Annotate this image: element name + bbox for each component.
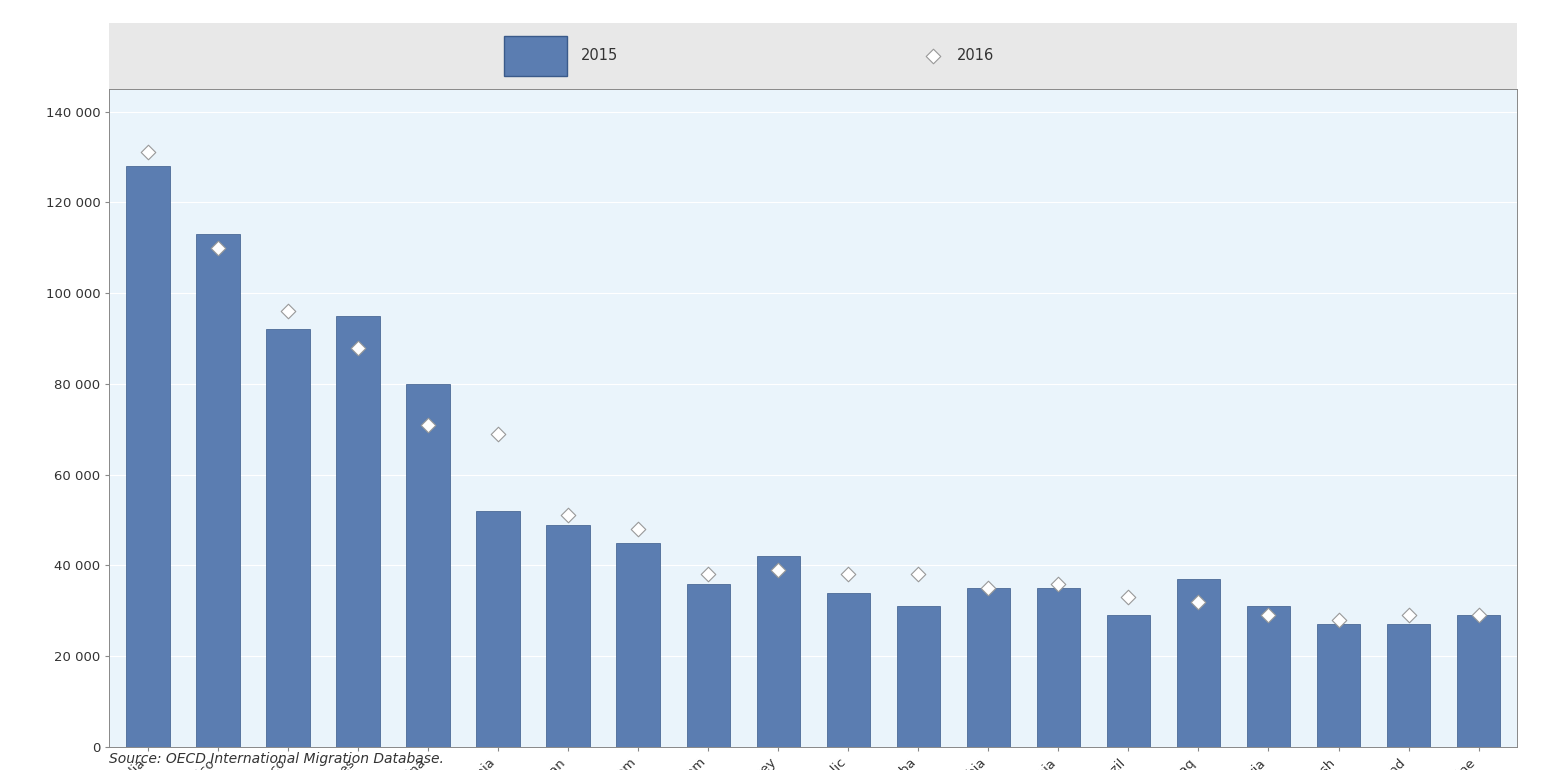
Text: 2016: 2016 — [957, 49, 995, 63]
Point — [835, 568, 860, 581]
Point — [1115, 591, 1140, 604]
Point — [416, 419, 441, 431]
Point — [555, 509, 580, 521]
Point — [1186, 595, 1211, 608]
Point — [346, 341, 371, 353]
Point — [766, 564, 791, 576]
Bar — [896, 606, 940, 747]
Text: Source: OECD International Migration Database.: Source: OECD International Migration Dat… — [109, 752, 444, 766]
Point — [920, 50, 945, 62]
Bar — [1317, 624, 1361, 747]
Bar — [616, 543, 660, 747]
Point — [1326, 614, 1351, 626]
Bar — [967, 588, 1010, 747]
Bar — [1387, 624, 1429, 747]
Bar — [687, 584, 730, 747]
Point — [626, 523, 651, 535]
Point — [1256, 609, 1281, 621]
Point — [205, 242, 230, 254]
Bar — [477, 511, 519, 747]
Bar — [757, 556, 799, 747]
Point — [906, 568, 931, 581]
Point — [136, 146, 161, 159]
Bar — [336, 316, 380, 747]
Bar — [1247, 606, 1290, 747]
Bar — [546, 524, 590, 747]
Point — [486, 427, 511, 440]
Bar — [1037, 588, 1081, 747]
Point — [976, 582, 1001, 594]
Bar — [1107, 615, 1150, 747]
Point — [1465, 609, 1490, 621]
Bar — [266, 330, 310, 747]
Bar — [197, 234, 239, 747]
Bar — [1456, 615, 1500, 747]
Bar — [1176, 579, 1220, 747]
Bar — [827, 593, 870, 747]
Point — [275, 305, 300, 317]
Point — [1397, 609, 1422, 621]
FancyBboxPatch shape — [504, 36, 566, 75]
Bar — [407, 384, 450, 747]
Point — [696, 568, 721, 581]
Text: 2015: 2015 — [582, 49, 618, 63]
Bar — [127, 166, 170, 747]
Point — [1046, 578, 1071, 590]
